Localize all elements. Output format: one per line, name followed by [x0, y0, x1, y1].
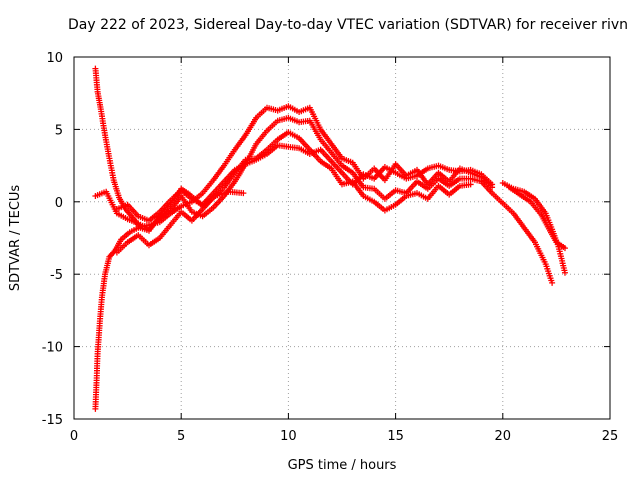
data-marks [92, 65, 568, 412]
x-tick-label: 10 [280, 429, 297, 444]
x-tick-label: 25 [602, 429, 619, 444]
y-tick-label: -5 [50, 268, 63, 283]
x-tick-label: 15 [387, 429, 404, 444]
data-point [240, 190, 247, 197]
data-point [489, 181, 496, 188]
data-point [561, 245, 568, 252]
x-tick-label: 0 [70, 429, 78, 444]
axis-ticks: 0 5 10 15 20 25 -15 -10 -5 0 5 10 [42, 51, 619, 444]
series-track-7 [506, 184, 568, 252]
y-tick-label: 0 [55, 196, 63, 211]
data-point [467, 181, 474, 188]
data-point [549, 279, 556, 286]
y-axis-label: SDTVAR / TECUs [8, 185, 23, 292]
chart-title: Day 222 of 2023, Sidereal Day-to-day VTE… [67, 17, 628, 33]
series-track-2 [92, 103, 496, 412]
x-axis-label: GPS time / hours [288, 458, 397, 473]
series-track-5 [113, 142, 496, 224]
series-track-6 [499, 180, 568, 276]
series-track-3 [92, 114, 556, 286]
x-tick-label: 5 [177, 429, 185, 444]
y-tick-label: 5 [55, 123, 63, 138]
data-point [561, 269, 568, 276]
x-tick-label: 20 [495, 429, 512, 444]
plot-frame [73, 56, 611, 420]
y-tick-label: -10 [42, 341, 63, 356]
y-tick-label: 10 [46, 51, 63, 66]
y-tick-label: -15 [42, 413, 63, 428]
